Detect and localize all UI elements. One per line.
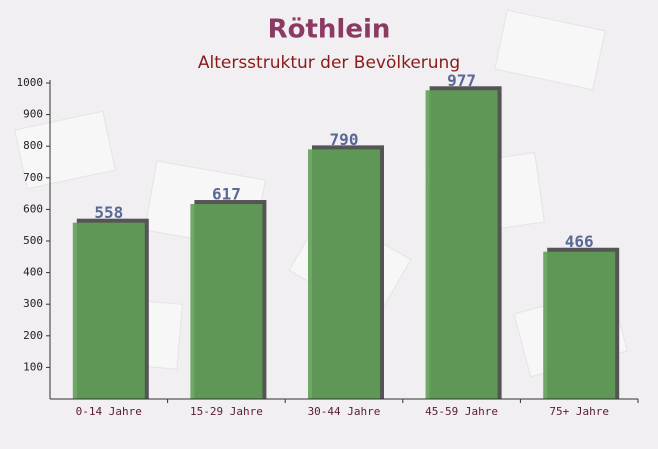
y-tick-label: 800 xyxy=(23,139,43,152)
x-tick-label: 45-59 Jahre xyxy=(425,405,498,418)
chart-subtitle: Altersstruktur der Bevölkerung xyxy=(198,53,460,73)
bar xyxy=(425,90,498,399)
y-tick-label: 600 xyxy=(23,202,43,215)
bar xyxy=(308,149,380,399)
bar xyxy=(72,222,145,399)
value-label: 558 xyxy=(94,203,123,222)
y-tick-label: 100 xyxy=(23,360,43,373)
x-tick-label: 30-44 Jahre xyxy=(308,405,381,418)
bar xyxy=(190,204,263,399)
y-tick-label: 400 xyxy=(23,266,43,279)
bar xyxy=(543,251,616,399)
chart-title: Röthlein xyxy=(268,15,391,45)
value-label: 790 xyxy=(330,130,359,149)
value-label: 977 xyxy=(447,71,476,90)
y-tick-label: 1000 xyxy=(17,76,44,89)
x-tick-label: 0-14 Jahre xyxy=(76,405,142,418)
x-tick-label: 75+ Jahre xyxy=(549,405,609,418)
y-tick-label: 500 xyxy=(23,234,43,247)
y-tick-label: 700 xyxy=(23,171,43,184)
y-tick-label: 900 xyxy=(23,108,43,121)
y-tick-label: 300 xyxy=(23,297,43,310)
value-label: 466 xyxy=(565,232,594,251)
value-label: 617 xyxy=(212,185,241,204)
y-tick-label: 200 xyxy=(23,329,43,342)
x-tick-label: 15-29 Jahre xyxy=(190,405,263,418)
